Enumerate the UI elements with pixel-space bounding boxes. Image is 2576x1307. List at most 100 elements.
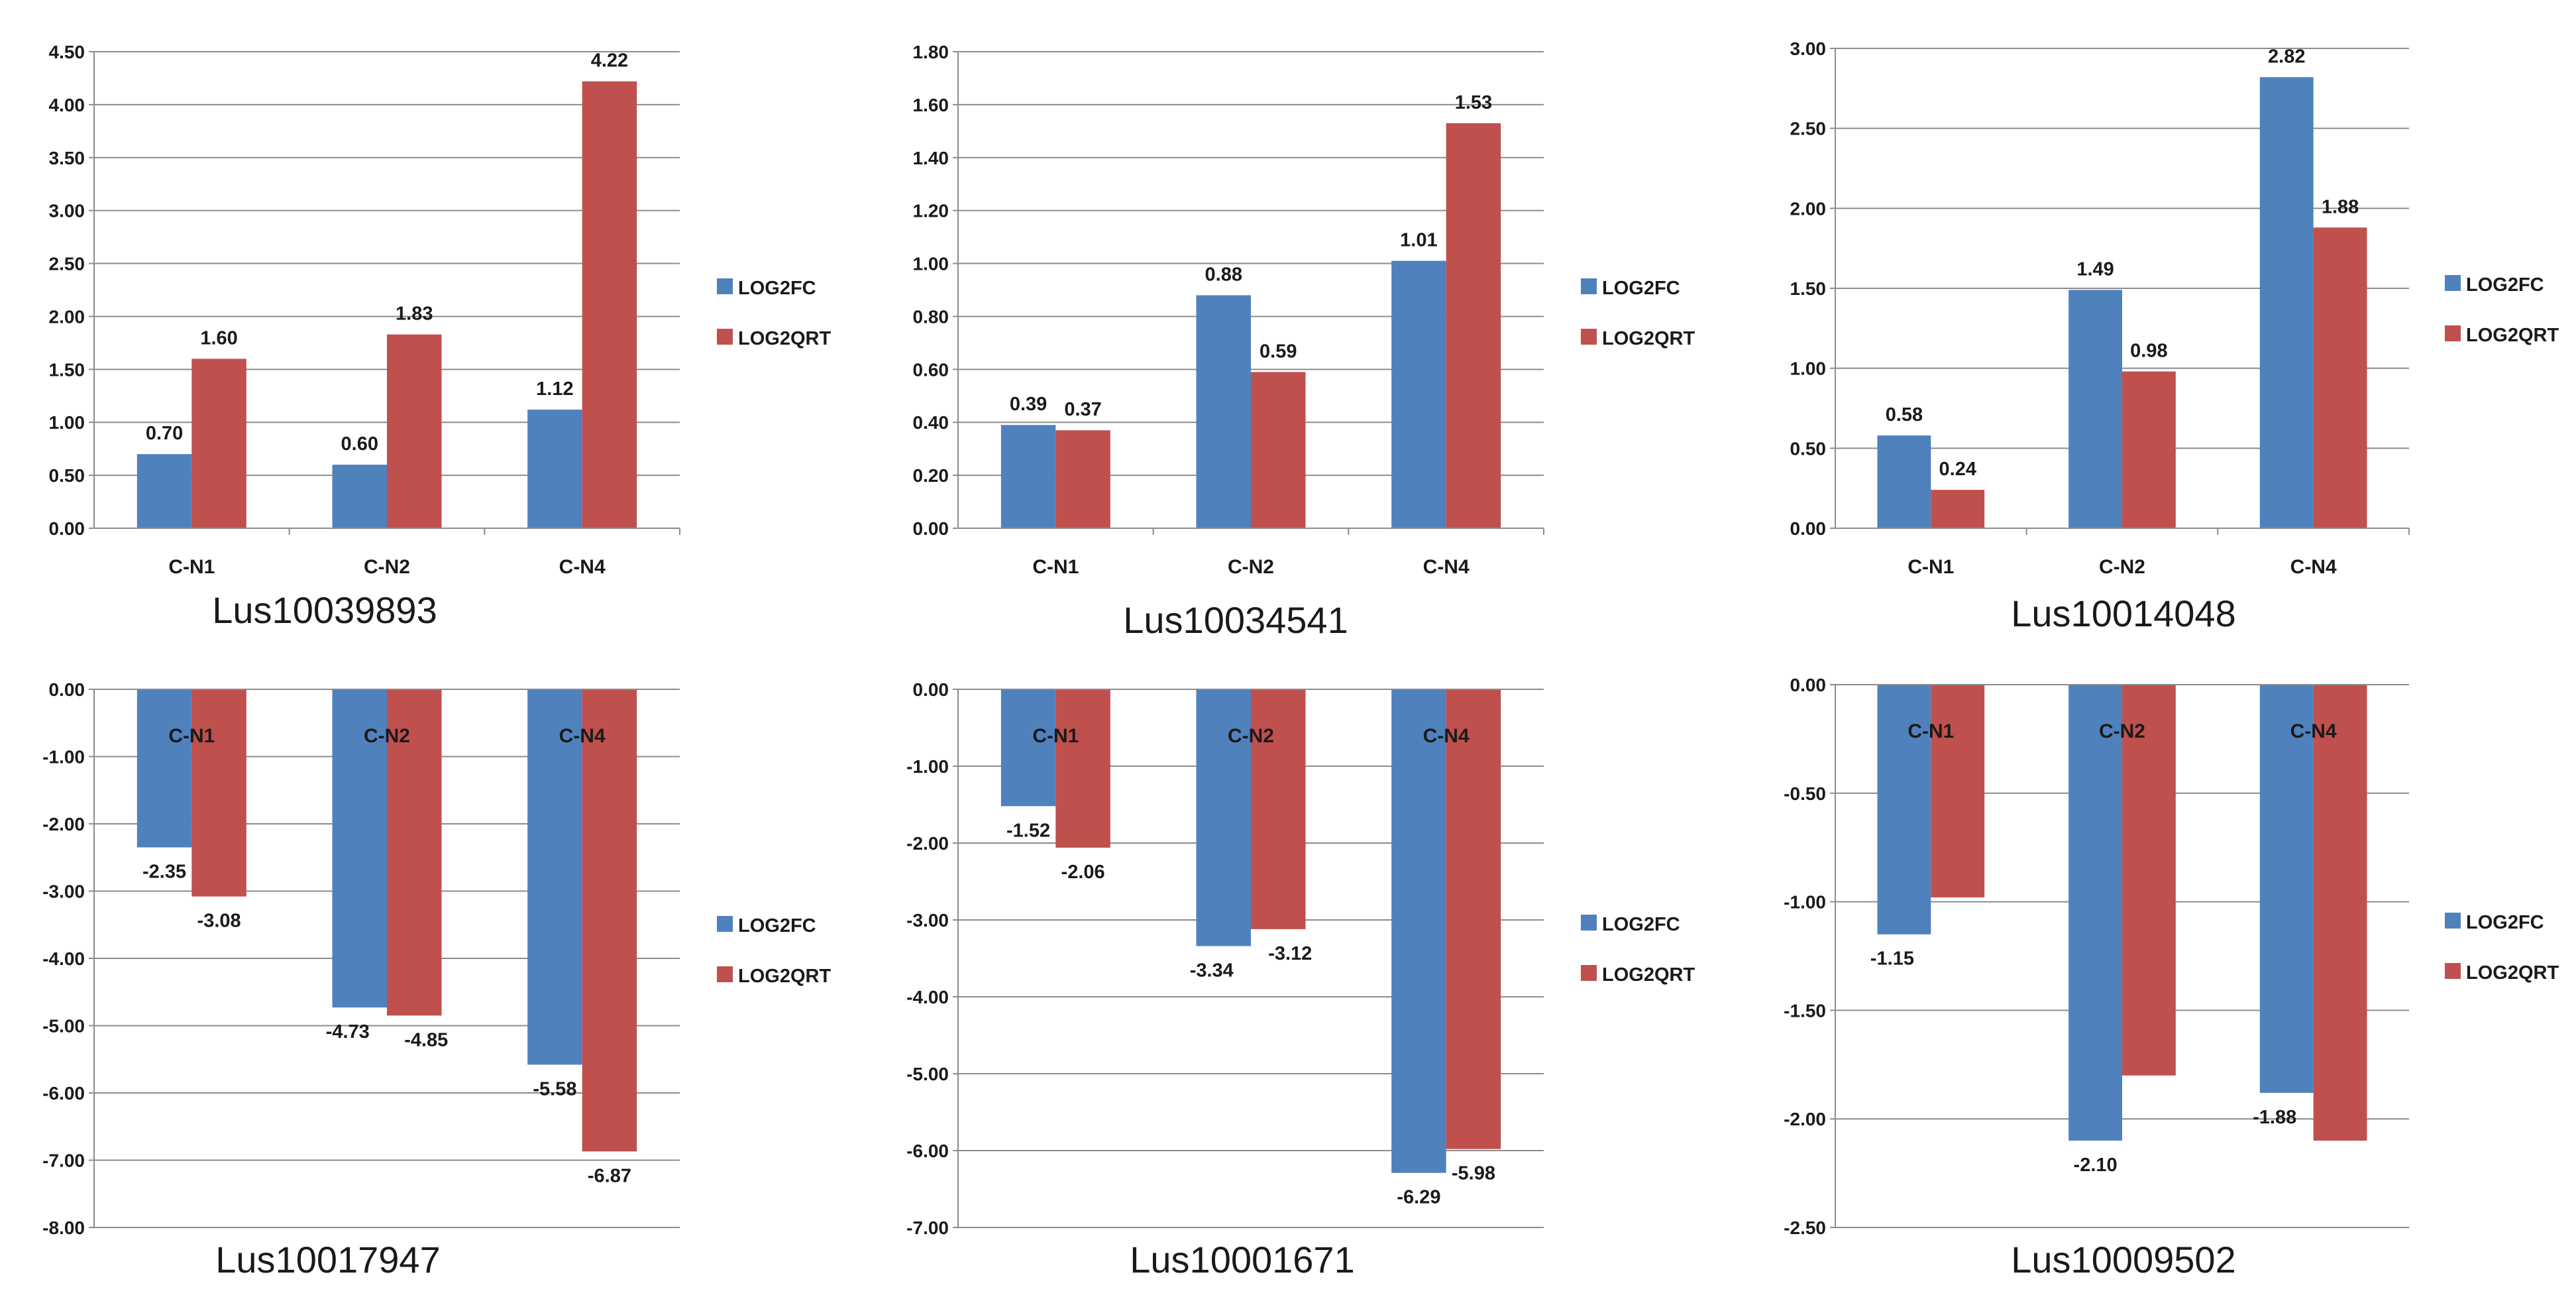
x-tick-label: C-N1 bbox=[168, 556, 215, 578]
chart-title: Lus10014048 bbox=[2011, 593, 2235, 634]
legend-label-log2qrt: LOG2QRT bbox=[2466, 325, 2559, 346]
bar-log2qrt-c-n4 bbox=[582, 81, 637, 528]
data-label: -3.34 bbox=[1190, 960, 1234, 981]
y-tick-label: 0.40 bbox=[913, 412, 949, 433]
data-label: 0.60 bbox=[341, 433, 378, 455]
bar-log2qrt-c-n4 bbox=[2313, 685, 2367, 1141]
legend-swatch-log2qrt bbox=[2445, 963, 2461, 979]
legend-swatch-log2qrt bbox=[717, 966, 733, 982]
y-tick-label: 3.00 bbox=[49, 201, 85, 221]
bar-log2fc-c-n2 bbox=[2068, 290, 2122, 528]
chart-panel-2: 0.00 0.20 0.40 0.60 0.80 1.00 1.20 1.40 1.60 1.80… bbox=[913, 42, 1695, 641]
data-label: -1.15 bbox=[1870, 948, 1914, 970]
chart-title: Lus10017947 bbox=[215, 1239, 440, 1280]
y-tick-label: 0.50 bbox=[1790, 438, 1827, 459]
bar-log2qrt-c-n1 bbox=[1055, 689, 1110, 848]
bar-log2fc-c-n2 bbox=[332, 465, 387, 528]
y-tick-label: -5.00 bbox=[42, 1016, 85, 1037]
y-tick-label: -2.50 bbox=[1784, 1218, 1826, 1238]
x-tick-label: C-N4 bbox=[559, 556, 606, 578]
y-tick-label: 3.00 bbox=[1790, 38, 1827, 59]
data-label: -1.52 bbox=[1006, 820, 1050, 841]
legend-label-log2qrt: LOG2QRT bbox=[2466, 962, 2559, 984]
data-label: 1.88 bbox=[2322, 196, 2359, 217]
bar-log2qrt-c-n2 bbox=[2122, 685, 2176, 1076]
chart-panel-5: 0.00 -1.00 -2.00 -3.00 -4.00 -5.00 -6.00 -7.00 -… bbox=[906, 679, 1695, 1280]
bar-log2qrt-c-n1 bbox=[191, 689, 246, 897]
bar-log2fc-c-n4 bbox=[2259, 685, 2314, 1093]
data-label: -6.29 bbox=[1397, 1187, 1440, 1208]
legend-label-log2fc: LOG2FC bbox=[1602, 278, 1680, 299]
data-label: -2.35 bbox=[142, 862, 186, 883]
legend-label-log2qrt: LOG2QRT bbox=[1602, 964, 1695, 986]
chart-panel-3: 0.00 0.50 1.00 1.50 2.00 2.50 3.00 0.58 0.24 C-N1… bbox=[1790, 38, 2559, 634]
bar-log2fc-c-n2 bbox=[1196, 689, 1251, 946]
y-tick-label: -6.00 bbox=[906, 1141, 949, 1161]
y-tick-label: 0.50 bbox=[49, 465, 85, 486]
y-tick-label: -1.00 bbox=[906, 756, 949, 777]
y-tick-label: -3.00 bbox=[42, 881, 85, 902]
x-tick-label: C-N1 bbox=[1032, 556, 1079, 578]
data-label: 0.88 bbox=[1205, 264, 1242, 285]
bar-log2qrt-c-n2 bbox=[1251, 372, 1306, 528]
x-tick-label: C-N4 bbox=[1423, 725, 1470, 747]
chart-title: Lus10001671 bbox=[1130, 1239, 1354, 1280]
bar-log2qrt-c-n4 bbox=[1446, 123, 1501, 529]
y-tick-label: 1.50 bbox=[49, 359, 85, 380]
legend-swatch-log2fc bbox=[717, 278, 733, 294]
y-tick-label: 2.50 bbox=[49, 254, 85, 274]
legend-label-log2fc: LOG2FC bbox=[1602, 914, 1680, 935]
legend-label-log2fc: LOG2FC bbox=[738, 915, 816, 937]
legend-swatch-log2fc bbox=[2445, 275, 2461, 291]
legend-label-log2qrt: LOG2QRT bbox=[738, 328, 831, 349]
y-tick-label: 0.80 bbox=[913, 306, 949, 327]
bar-log2qrt-c-n1 bbox=[1931, 685, 1985, 898]
chart-panel-6: 0.00 -0.50 -1.00 -1.50 -2.00 -2.50 -1.15 C-N1 -2… bbox=[1784, 675, 2559, 1280]
bar-log2fc-c-n1 bbox=[1000, 689, 1056, 807]
y-tick-label: -2.00 bbox=[906, 833, 949, 854]
data-label: -3.08 bbox=[197, 911, 241, 932]
y-tick-label: -7.00 bbox=[42, 1151, 85, 1171]
bar-log2fc-c-n4 bbox=[2259, 77, 2314, 528]
legend-swatch-log2fc bbox=[717, 916, 733, 932]
y-tick-label: 4.00 bbox=[49, 95, 85, 115]
x-tick-label: C-N1 bbox=[1032, 725, 1079, 747]
y-tick-label: 1.80 bbox=[913, 42, 949, 62]
data-label: 1.01 bbox=[1400, 230, 1437, 251]
y-tick-label: 2.00 bbox=[49, 306, 85, 327]
y-tick-label: 0.20 bbox=[913, 465, 949, 486]
y-tick-label: 0.00 bbox=[913, 679, 949, 700]
data-label: -4.85 bbox=[404, 1029, 448, 1051]
legend-label-log2qrt: LOG2QRT bbox=[738, 966, 831, 987]
y-tick-label: -3.00 bbox=[906, 910, 949, 931]
y-tick-label: 1.00 bbox=[49, 412, 85, 433]
y-tick-label: 3.50 bbox=[49, 148, 85, 168]
y-tick-label: -4.00 bbox=[906, 987, 949, 1007]
bar-log2fc-c-n4 bbox=[1391, 260, 1446, 528]
legend-swatch-log2fc bbox=[1581, 278, 1597, 294]
y-tick-label: 1.00 bbox=[913, 254, 949, 274]
bar-log2fc-c-n2 bbox=[2068, 685, 2122, 1141]
x-tick-label: C-N4 bbox=[559, 725, 606, 747]
bar-log2fc-c-n1 bbox=[1000, 425, 1056, 528]
data-label: 0.98 bbox=[2130, 340, 2167, 361]
bar-log2qrt-c-n2 bbox=[387, 334, 442, 528]
y-tick-label: -1.00 bbox=[42, 747, 85, 767]
legend-swatch-log2qrt bbox=[717, 329, 733, 345]
data-label: -1.88 bbox=[2253, 1107, 2296, 1128]
y-tick-label: 0.00 bbox=[49, 679, 85, 700]
bar-log2qrt-c-n1 bbox=[1931, 490, 1985, 528]
data-label: 0.58 bbox=[1886, 404, 1923, 426]
y-tick-label: 1.40 bbox=[913, 148, 949, 168]
bar-log2fc-c-n1 bbox=[1877, 435, 1931, 528]
x-tick-label: C-N2 bbox=[2099, 720, 2145, 742]
y-tick-label: -0.50 bbox=[1784, 783, 1826, 804]
data-label: 0.70 bbox=[146, 423, 183, 444]
legend-label-log2qrt: LOG2QRT bbox=[1602, 328, 1695, 349]
bar-log2fc-c-n4 bbox=[527, 410, 582, 528]
x-tick-label: C-N4 bbox=[2290, 556, 2337, 578]
y-tick-label: 4.50 bbox=[49, 42, 85, 62]
legend-swatch-log2qrt bbox=[2445, 325, 2461, 341]
data-label: -2.06 bbox=[1061, 862, 1105, 883]
chart-title: Lus10039893 bbox=[212, 589, 437, 631]
